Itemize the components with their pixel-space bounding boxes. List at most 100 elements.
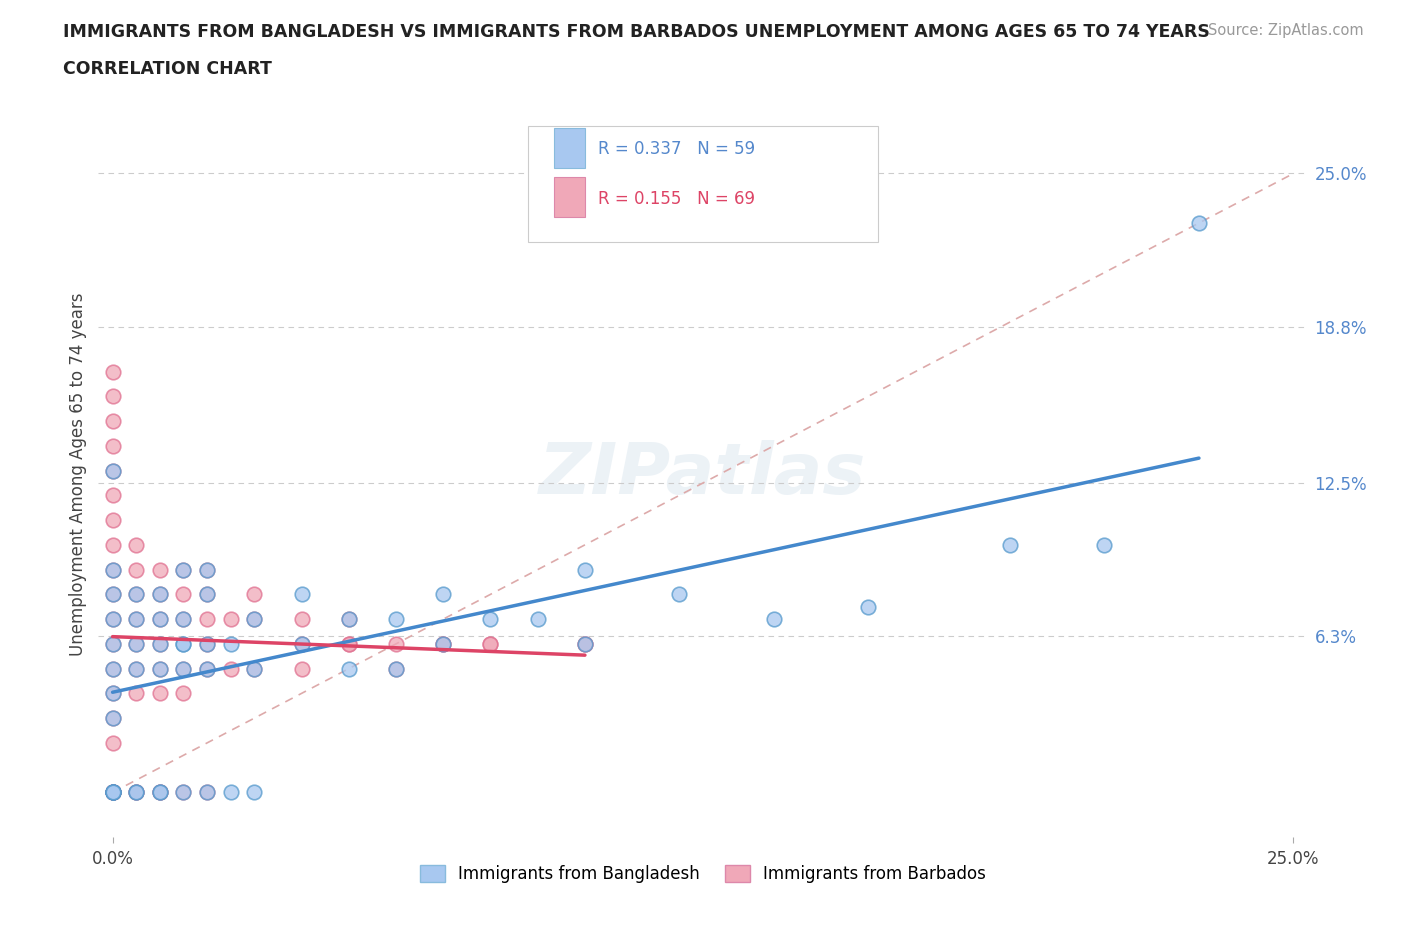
Point [101,686,124,701]
Point [1188,216,1211,231]
Point [385,661,408,676]
Point [101,785,124,800]
Point [195,636,218,651]
Point [101,587,124,602]
Point [149,612,172,627]
Point [101,562,124,577]
Point [337,636,360,651]
Point [101,463,124,478]
Point [172,562,194,577]
Point [172,587,194,602]
Point [172,562,194,577]
Point [101,562,124,577]
Point [290,587,312,602]
Point [243,587,266,602]
Point [149,785,172,800]
Point [101,785,124,800]
Text: R = 0.155   N = 69: R = 0.155 N = 69 [598,190,755,207]
Point [172,785,194,800]
Point [762,612,785,627]
Point [101,512,124,527]
Point [432,636,454,651]
Point [101,711,124,725]
Point [101,538,124,552]
Point [195,785,218,800]
Point [101,785,124,800]
Point [574,636,596,651]
Point [337,612,360,627]
Point [125,587,148,602]
Point [385,612,408,627]
Point [195,587,218,602]
Point [101,785,124,800]
Point [101,612,124,627]
Point [432,636,454,651]
Point [526,612,548,627]
FancyBboxPatch shape [527,126,879,242]
Point [125,612,148,627]
FancyBboxPatch shape [554,128,585,168]
Point [125,785,148,800]
Point [574,636,596,651]
Point [385,636,408,651]
Point [479,612,502,627]
Point [101,785,124,800]
Point [101,785,124,800]
Point [125,661,148,676]
Point [219,785,242,800]
Point [574,562,596,577]
Point [1094,538,1116,552]
Text: R = 0.337   N = 59: R = 0.337 N = 59 [598,140,755,158]
Point [337,636,360,651]
Point [101,785,124,800]
Point [219,612,242,627]
Point [219,636,242,651]
Point [149,636,172,651]
Point [149,661,172,676]
Point [290,636,312,651]
Point [101,365,124,379]
Point [290,636,312,651]
Point [125,785,148,800]
Point [101,414,124,429]
Point [149,587,172,602]
Text: CORRELATION CHART: CORRELATION CHART [63,60,273,78]
Point [149,562,172,577]
Point [125,636,148,651]
Point [243,661,266,676]
Point [172,612,194,627]
Point [243,661,266,676]
Text: Source: ZipAtlas.com: Source: ZipAtlas.com [1208,23,1364,38]
Point [432,587,454,602]
Point [101,438,124,453]
Point [195,661,218,676]
Point [195,785,218,800]
FancyBboxPatch shape [554,177,585,217]
Point [101,587,124,602]
Point [125,785,148,800]
Point [172,636,194,651]
Point [195,562,218,577]
Point [101,488,124,503]
Point [195,612,218,627]
Point [195,636,218,651]
Point [172,636,194,651]
Point [219,661,242,676]
Point [101,612,124,627]
Point [172,661,194,676]
Point [149,661,172,676]
Point [101,686,124,701]
Point [172,785,194,800]
Point [172,686,194,701]
Point [290,661,312,676]
Point [125,686,148,701]
Point [125,612,148,627]
Point [101,711,124,725]
Point [668,587,690,602]
Point [195,562,218,577]
Point [479,636,502,651]
Point [125,538,148,552]
Point [101,785,124,800]
Point [125,587,148,602]
Point [101,389,124,404]
